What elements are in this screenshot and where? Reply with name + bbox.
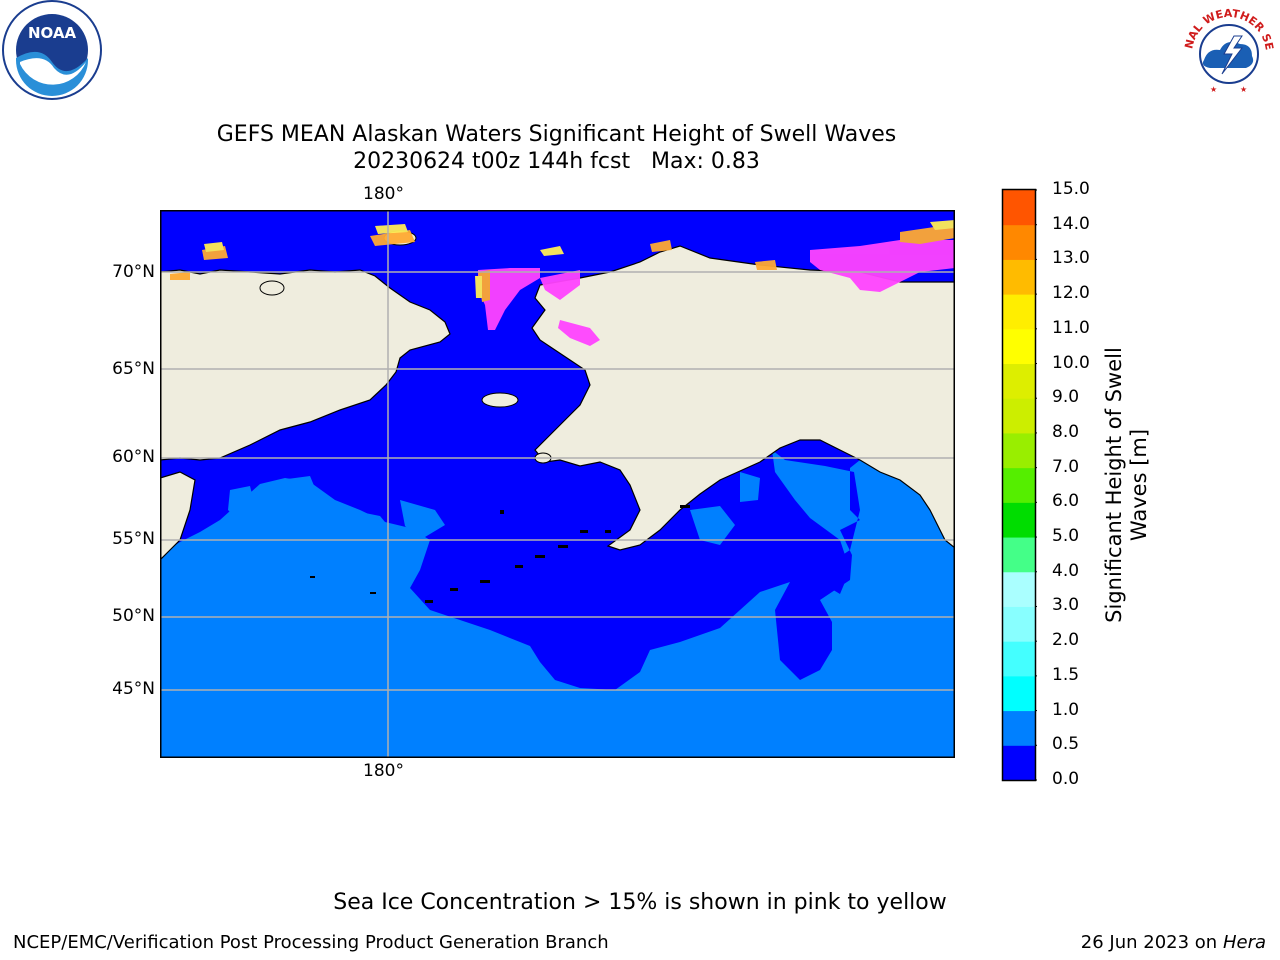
colorbar-tick-label: 13.0 bbox=[1052, 248, 1090, 269]
colorbar-bin bbox=[1003, 571, 1035, 607]
host-name: Hera bbox=[1222, 932, 1266, 953]
colorbar-bin bbox=[1003, 224, 1035, 260]
colorbar-bin bbox=[1003, 363, 1035, 399]
colorbar-bin bbox=[1003, 606, 1035, 642]
swell-height-map bbox=[160, 210, 955, 758]
colorbar-bin bbox=[1003, 432, 1035, 469]
colorbar-bin bbox=[1003, 328, 1035, 365]
colorbar-bin bbox=[1003, 502, 1035, 538]
nws-logo: NATIONAL WEATHER SERVICE ★ ★ bbox=[1178, 0, 1276, 98]
colorbar-tick-label: 6.0 bbox=[1052, 491, 1080, 512]
colorbar-tick-label: 8.0 bbox=[1052, 421, 1080, 442]
lon-label-bottom: 180° bbox=[363, 761, 404, 781]
chart-subtitle: 20230624 t00z 144h fcst Max: 0.83 bbox=[353, 149, 760, 174]
svg-text:★: ★ bbox=[1240, 85, 1247, 94]
colorbar-bin bbox=[1003, 537, 1035, 573]
colorbar-bin bbox=[1003, 467, 1035, 503]
colorbar-tick-label: 1.0 bbox=[1052, 699, 1080, 720]
colorbar-tick-label: 4.0 bbox=[1052, 560, 1080, 581]
colorbar-bin bbox=[1003, 259, 1035, 295]
colorbar-tick-label: 10.0 bbox=[1052, 352, 1090, 373]
land-siberia bbox=[160, 269, 451, 461]
lat-label-55: 55°N bbox=[112, 529, 155, 549]
colorbar bbox=[1001, 188, 1037, 782]
graticule bbox=[160, 210, 955, 758]
colorbar-tick-label: 12.0 bbox=[1052, 283, 1090, 304]
sea-ice-note: Sea Ice Concentration > 15% is shown in … bbox=[333, 890, 947, 915]
colorbar-tick-label: 0.5 bbox=[1052, 734, 1080, 755]
colorbar-bin bbox=[1003, 641, 1035, 677]
colorbar-bin bbox=[1003, 710, 1035, 746]
colorbar-bin bbox=[1003, 398, 1035, 434]
colorbar-label: Significant Height of Swell Waves [m] bbox=[1102, 347, 1151, 623]
colorbar-tick-label: 7.0 bbox=[1052, 456, 1080, 477]
colorbar-bin bbox=[1003, 190, 1035, 226]
colorbar-tick-label: 11.0 bbox=[1052, 317, 1090, 338]
colorbar-tick-label: 3.0 bbox=[1052, 595, 1080, 616]
noaa-logo: NOAA bbox=[2, 0, 102, 100]
colorbar-bin bbox=[1003, 745, 1035, 781]
sea-ice bbox=[170, 220, 955, 346]
colorbar-tick-label: 0.0 bbox=[1052, 769, 1080, 789]
lat-label-45: 45°N bbox=[112, 679, 155, 699]
colorbar-bin bbox=[1003, 675, 1035, 712]
colorbar-tick-label: 1.5 bbox=[1052, 664, 1080, 685]
svg-text:NOAA: NOAA bbox=[28, 24, 77, 42]
colorbar-bin bbox=[1003, 294, 1035, 330]
lat-label-60: 60°N bbox=[112, 447, 155, 467]
run-date: 26 Jun 2023 on Hera bbox=[1080, 932, 1266, 953]
colorbar-tick-label: 15.0 bbox=[1052, 179, 1090, 199]
colorbar-tick-label: 9.0 bbox=[1052, 387, 1080, 408]
colorbar-tick-label: 2.0 bbox=[1052, 630, 1080, 651]
lon-label-top: 180° bbox=[363, 184, 404, 204]
svg-text:★: ★ bbox=[1210, 85, 1217, 94]
lat-label-65: 65°N bbox=[112, 359, 155, 379]
colorbar-tick-label: 14.0 bbox=[1052, 213, 1090, 234]
chart-title: GEFS MEAN Alaskan Waters Significant Hei… bbox=[216, 122, 897, 147]
credit-text: NCEP/EMC/Verification Post Processing Pr… bbox=[13, 932, 609, 953]
colorbar-tick-label: 5.0 bbox=[1052, 526, 1080, 547]
lat-label-70: 70°N bbox=[112, 262, 155, 282]
lat-label-50: 50°N bbox=[112, 606, 155, 626]
